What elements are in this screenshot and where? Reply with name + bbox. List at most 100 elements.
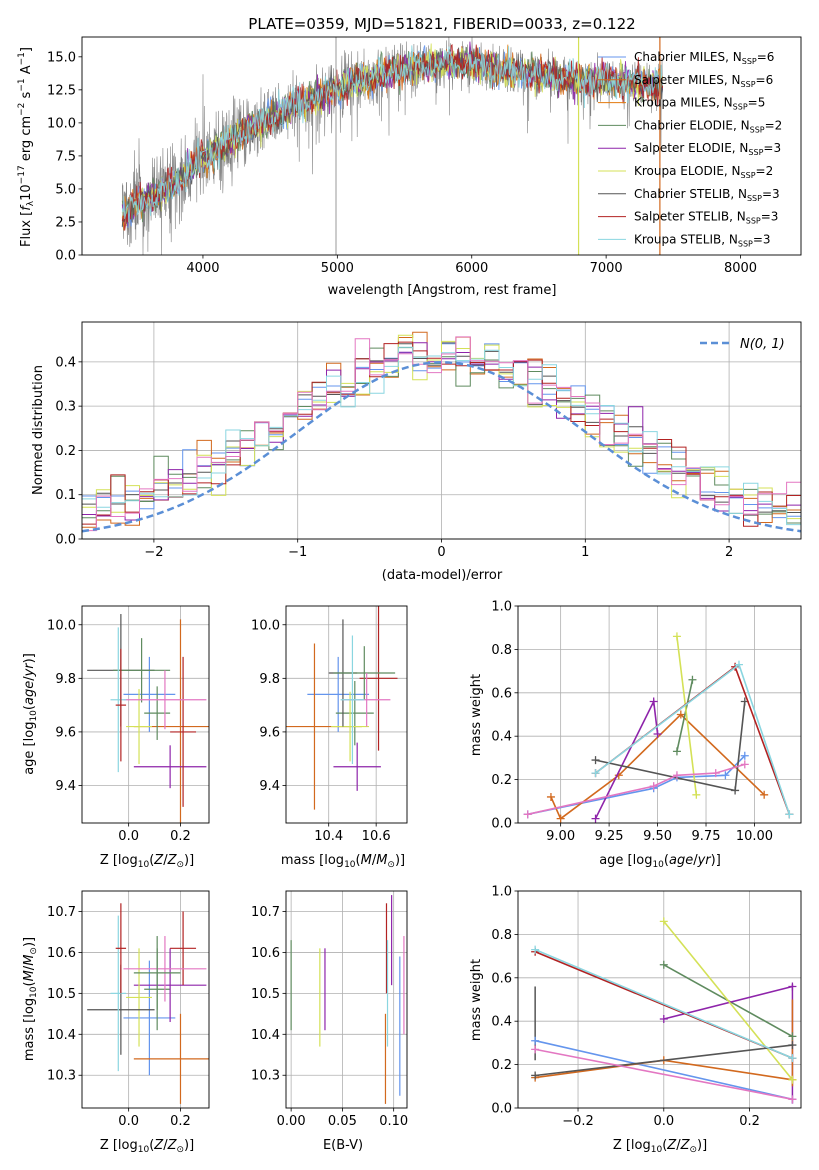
y-tick-label: 12.5 <box>47 83 76 98</box>
weight-marker <box>785 810 794 819</box>
weight-marker <box>692 790 701 799</box>
weight-marker <box>591 769 600 778</box>
age-mass-panel: 10.4 10.6 9.4 9.6 9.8 10.0 mass [log10(M/M⊙)] <box>251 605 408 870</box>
y-tick-label: 0.1 <box>55 488 76 503</box>
weight-z-xlabel: Z [log10(Z/Z⊙)] <box>613 1138 707 1155</box>
legend-label: Kroupa ELODIE, NSSP=2 <box>634 164 773 180</box>
y-tick-label: 1.0 <box>491 600 512 615</box>
x-tick-label: 4000 <box>186 261 219 276</box>
weight-marker <box>788 1032 797 1041</box>
legend-label: Salpeter ELODIE, NSSP=3 <box>634 141 781 157</box>
y-tick-label: 10.7 <box>251 905 280 920</box>
weight-z-plot-area: −0.2 0.0 0.2 0.0 0.2 0.4 0.6 0.8 1.0 <box>491 885 802 1129</box>
figure-title: PLATE=0359, MJD=51821, FIBERID=0033, z=0… <box>248 15 635 33</box>
weight-marker <box>591 756 600 765</box>
x-tick-label: 1 <box>581 545 589 560</box>
plot-content <box>87 614 209 823</box>
y-tick-label: 9.6 <box>259 725 280 740</box>
plot-content <box>531 917 797 1104</box>
gaussian-curve <box>82 361 801 533</box>
y-tick-label: 0.0 <box>55 533 76 548</box>
weight-marker <box>734 660 743 669</box>
weight-marker <box>659 1015 668 1024</box>
residual-xlabel: (data-model)/error <box>382 568 503 583</box>
age-z-xlabel: Z [log10(Z/Z⊙)] <box>100 853 194 870</box>
weight-marker <box>688 675 697 684</box>
plot-content <box>87 903 209 1104</box>
x-tick-label: −2 <box>144 545 163 560</box>
mass-ebv-panel: 0.00 0.05 0.10 10.3 10.4 10.5 10.6 10.7 E(B-V) <box>251 890 408 1153</box>
weight-marker <box>653 730 662 739</box>
axes-frame <box>81 890 210 1109</box>
weight-marker <box>788 1041 797 1050</box>
age-z-ylabel: age [log10(age/yr)] <box>22 653 39 775</box>
y-tick-label: 10.6 <box>251 946 280 961</box>
axes-frame <box>81 605 210 824</box>
legend-label: N(0, 1) <box>740 337 785 352</box>
weight-marker <box>731 786 740 795</box>
x-tick-label: 0.00 <box>277 1114 306 1129</box>
weight-marker <box>760 790 769 799</box>
weight-line <box>594 698 659 820</box>
residual-ylabel: Normed distribution <box>31 365 46 495</box>
weight-marker <box>672 632 681 641</box>
y-tick-label: 0.4 <box>491 1015 512 1030</box>
histogram-step <box>82 334 801 520</box>
y-tick-label: 0.4 <box>491 730 512 745</box>
histogram-step <box>82 336 801 532</box>
plot-content <box>290 895 405 1104</box>
weight-z-panel: −0.2 0.0 0.2 0.0 0.2 0.4 0.6 0.8 1.0 Z [log10(Z/… <box>469 885 802 1155</box>
legend-label: Chabrier MILES, NSSP=6 <box>634 50 774 66</box>
legend-label: Salpeter STELIB, NSSP=3 <box>634 210 778 226</box>
axes-frame <box>517 890 802 1109</box>
weight-marker <box>659 960 668 969</box>
y-tick-label: 15.0 <box>47 50 76 65</box>
x-tick-label: 0.2 <box>170 829 191 844</box>
y-tick-label: 10.7 <box>47 905 76 920</box>
x-tick-label: 0.10 <box>379 1114 408 1129</box>
x-tick-label: 0.0 <box>118 1114 139 1129</box>
weight-marker <box>788 1054 797 1063</box>
weight-marker <box>591 814 600 823</box>
weight-z-ylabel: mass weight <box>469 959 484 1041</box>
weight-marker <box>649 782 658 791</box>
x-tick-label: 0 <box>437 545 445 560</box>
x-tick-label: 8000 <box>724 261 757 276</box>
age-mass-plot-area: 10.4 10.6 9.4 9.6 9.8 10.0 <box>251 605 408 844</box>
weight-marker <box>711 769 720 778</box>
x-tick-label: 9.50 <box>643 829 672 844</box>
mass-z-ylabel: mass [log10(M/M⊙)] <box>22 937 39 1061</box>
mass-z-xlabel: Z [log10(Z/Z⊙)] <box>100 1138 194 1155</box>
spectrum-model-line <box>121 45 664 223</box>
y-tick-label: 0.8 <box>491 643 512 658</box>
weight-marker <box>649 697 658 706</box>
residual-plot-area: −2 −1 0 1 2 0.0 0.1 0.2 0.3 0.4 N(0, 1) <box>55 321 802 560</box>
y-tick-label: 10.0 <box>251 618 280 633</box>
x-tick-label: −0.2 <box>562 1114 594 1129</box>
x-tick-label: 0.0 <box>653 1114 674 1129</box>
y-tick-label: 0.6 <box>491 971 512 986</box>
weight-marker <box>659 917 668 926</box>
y-tick-label: 0.6 <box>491 686 512 701</box>
y-tick-label: 10.3 <box>251 1069 280 1084</box>
x-tick-label: 2 <box>725 545 733 560</box>
y-tick-label: 10.5 <box>251 987 280 1002</box>
weight-marker <box>531 1036 540 1045</box>
y-tick-label: 10.3 <box>47 1069 76 1084</box>
legend-label: Salpeter MILES, NSSP=6 <box>634 73 773 89</box>
x-tick-label: 5000 <box>321 261 354 276</box>
weight-line <box>663 985 793 1020</box>
x-tick-label: 10.4 <box>314 829 343 844</box>
weight-marker <box>556 814 565 823</box>
weight-age-panel: 9.00 9.25 9.50 9.75 10.000.00.20.40.60.81.0 … <box>469 600 802 870</box>
weight-age-xlabel: age [log10(age/yr)] <box>599 853 721 870</box>
weight-line <box>535 1039 793 1101</box>
weight-marker <box>788 1075 797 1084</box>
y-tick-label: 0.8 <box>491 928 512 943</box>
axes-frame <box>517 605 802 824</box>
weight-marker <box>546 792 555 801</box>
spectrum-plot-area: 4000 5000 6000 7000 8000 0.0 2.5 5.0 7.5 10.0 12.5… <box>47 36 802 276</box>
y-tick-label: 0.0 <box>491 817 512 832</box>
age-mass-xlabel: mass [log10(M/M⊙)] <box>281 853 405 870</box>
